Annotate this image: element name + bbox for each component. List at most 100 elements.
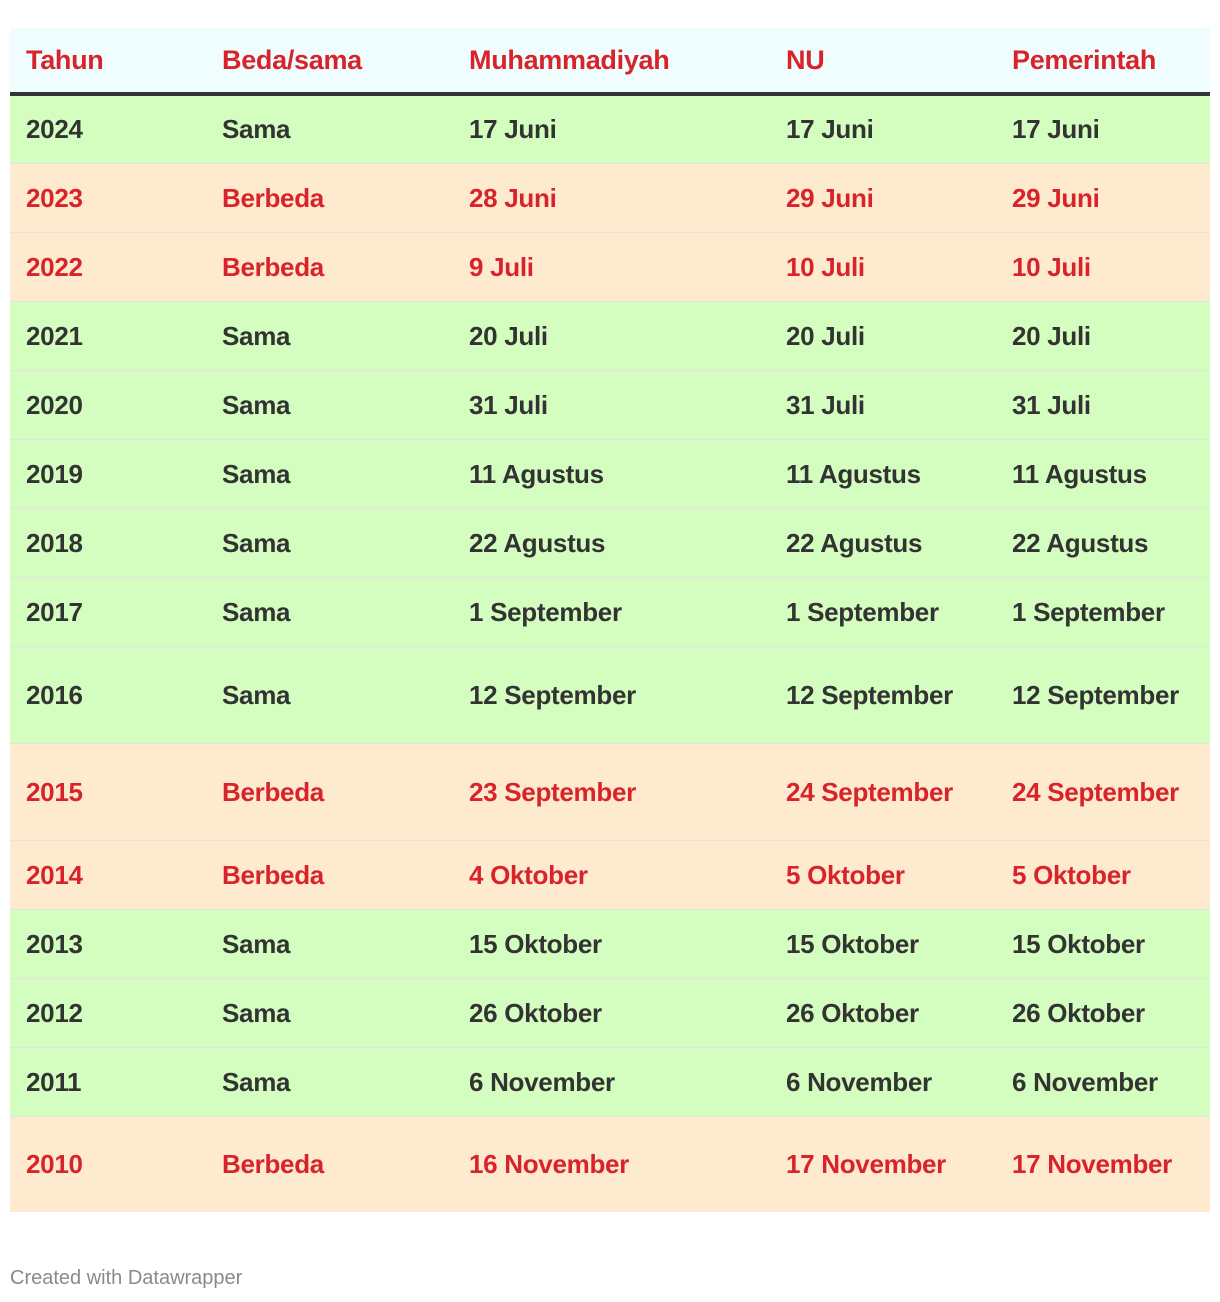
cell-tahun: 2023 xyxy=(10,163,206,233)
cell-nu: 17 November xyxy=(786,1149,946,1180)
header-row: Tahun Beda/sama Muhammadiyah NU Pemerint… xyxy=(10,28,1210,96)
cell-tahun: 2020 xyxy=(10,370,206,440)
data-table-container: Tahun Beda/sama Muhammadiyah NU Pemerint… xyxy=(10,28,1210,1212)
table-row: 2012 Sama 26 Oktober 26 Oktober 26 Oktober xyxy=(10,978,1210,1048)
table-row: 2014 Berbeda 4 Oktober 5 Oktober 5 Oktober xyxy=(10,840,1210,910)
cell-tahun: 2011 xyxy=(10,1047,206,1117)
cell-tahun: 2017 xyxy=(10,577,206,647)
cell-muhammadiyah: 31 Juli xyxy=(453,370,770,440)
table-row: 2022 Berbeda 9 Juli 10 Juli 10 Juli xyxy=(10,232,1210,302)
cell-muhammadiyah: 11 Agustus xyxy=(453,439,770,509)
cell-beda-sama: Sama xyxy=(206,370,453,440)
table-row: 2019 Sama 11 Agustus 11 Agustus 11 Agustus xyxy=(10,439,1210,509)
footer-credit: Created with Datawrapper xyxy=(10,1267,243,1289)
cell-tahun: 2012 xyxy=(10,978,206,1048)
table-row: 2013 Sama 15 Oktober 15 Oktober 15 Oktober xyxy=(10,909,1210,979)
cell-pemerintah: 1 September xyxy=(996,577,1210,647)
cell-pemerintah: 20 Juli xyxy=(996,301,1210,371)
cell-tahun: 2019 xyxy=(10,439,206,509)
cell-muhammadiyah: 17 Juni xyxy=(453,94,770,164)
cell-muhammadiyah: 1 September xyxy=(453,577,770,647)
cell-tahun: 2024 xyxy=(10,94,206,164)
cell-muhammadiyah: 23 September xyxy=(453,743,770,841)
cell-beda-sama: Sama xyxy=(206,94,453,164)
cell-pemerintah: 31 Juli xyxy=(996,370,1210,440)
cell-muhammadiyah: 4 Oktober xyxy=(453,840,770,910)
column-header-muhammadiyah[interactable]: Muhammadiyah xyxy=(453,28,770,96)
cell-tahun: 2013 xyxy=(10,909,206,979)
cell-nu: 6 November xyxy=(770,1047,996,1117)
cell-nu: 10 Juli xyxy=(770,232,996,302)
cell-tahun: 2022 xyxy=(10,232,206,302)
table-body: 2024 Sama 17 Juni 17 Juni 17 Juni 2023 Berbeda… xyxy=(10,94,1210,1212)
cell-muhammadiyah: 20 Juli xyxy=(453,301,770,371)
cell-pemerintah: 17 November xyxy=(1012,1149,1172,1180)
cell-muhammadiyah: 9 Juli xyxy=(453,232,770,302)
cell-pemerintah: 10 Juli xyxy=(996,232,1210,302)
cell-beda-sama: Berbeda xyxy=(206,840,453,910)
cell-beda-sama: Sama xyxy=(206,301,453,371)
cell-tahun: 2018 xyxy=(10,508,206,578)
table-row: 2020 Sama 31 Juli 31 Juli 31 Juli xyxy=(10,370,1210,440)
column-header-nu[interactable]: NU xyxy=(770,28,996,96)
cell-nu: 15 Oktober xyxy=(770,909,996,979)
cell-pemerintah: 22 Agustus xyxy=(996,508,1210,578)
cell-muhammadiyah: 16 November xyxy=(469,1149,629,1180)
cell-tahun: 2016 xyxy=(10,646,206,744)
cell-muhammadiyah: 28 Juni xyxy=(453,163,770,233)
cell-nu: 20 Juli xyxy=(770,301,996,371)
table-row: 2023 Berbeda 28 Juni 29 Juni 29 Juni xyxy=(10,163,1210,233)
cell-pemerintah: 12 September xyxy=(996,646,1210,744)
table-row: 2024 Sama 17 Juni 17 Juni 17 Juni xyxy=(10,94,1210,164)
cell-beda-sama: Sama xyxy=(206,646,453,744)
cell-beda-sama: Sama xyxy=(206,909,453,979)
cell-muhammadiyah: 22 Agustus xyxy=(453,508,770,578)
cell-pemerintah: 24 September xyxy=(996,743,1210,841)
cell-nu: 5 Oktober xyxy=(770,840,996,910)
column-header-tahun[interactable]: Tahun xyxy=(10,28,206,96)
table-row: 2018 Sama 22 Agustus 22 Agustus 22 Agustus xyxy=(10,508,1210,578)
cell-tahun: 2015 xyxy=(10,743,206,841)
cell-pemerintah: 5 Oktober xyxy=(996,840,1210,910)
cell-beda-sama: Berbeda xyxy=(222,1149,324,1180)
cell-beda-sama: Sama xyxy=(206,1047,453,1117)
cell-nu: 24 September xyxy=(770,743,996,841)
cell-tahun: 2014 xyxy=(10,840,206,910)
cell-nu: 31 Juli xyxy=(770,370,996,440)
cell-muhammadiyah: 6 November xyxy=(453,1047,770,1117)
table-row: 2011 Sama 6 November 6 November 6 November xyxy=(10,1047,1210,1117)
cell-nu: 12 September xyxy=(770,646,996,744)
cell-beda-sama: Berbeda xyxy=(206,232,453,302)
cell-nu: 26 Oktober xyxy=(770,978,996,1048)
column-header-beda-sama[interactable]: Beda/sama xyxy=(206,28,453,96)
table-row: 2015 Berbeda 23 September 24 September 24 Se… xyxy=(10,743,1210,841)
cell-nu: 11 Agustus xyxy=(770,439,996,509)
cell-beda-sama: Berbeda xyxy=(206,163,453,233)
cell-pemerintah: 17 Juni xyxy=(996,94,1210,164)
table-row: 2017 Sama 1 September 1 September 1 Septembe… xyxy=(10,577,1210,647)
cell-beda-sama: Berbeda xyxy=(206,743,453,841)
data-table: Tahun Beda/sama Muhammadiyah NU Pemerint… xyxy=(10,28,1210,1212)
cell-nu: 29 Juni xyxy=(770,163,996,233)
table-row: 2016 Sama 12 September 12 September 12 Septe… xyxy=(10,646,1210,744)
table-row: 2010 Berbeda 16 November 17 November 17 Nove… xyxy=(10,1116,1210,1212)
cell-pemerintah: 11 Agustus xyxy=(996,439,1210,509)
cell-muhammadiyah: 26 Oktober xyxy=(453,978,770,1048)
cell-pemerintah: 29 Juni xyxy=(996,163,1210,233)
cell-beda-sama: Sama xyxy=(206,978,453,1048)
cell-nu: 17 Juni xyxy=(770,94,996,164)
table-header: Tahun Beda/sama Muhammadiyah NU Pemerint… xyxy=(10,28,1210,96)
cell-pemerintah: 6 November xyxy=(996,1047,1210,1117)
cell-nu: 22 Agustus xyxy=(770,508,996,578)
cell-nu: 1 September xyxy=(770,577,996,647)
cell-pemerintah: 26 Oktober xyxy=(996,978,1210,1048)
cell-beda-sama: Sama xyxy=(206,577,453,647)
cell-muhammadiyah: 12 September xyxy=(453,646,770,744)
cell-beda-sama: Sama xyxy=(206,508,453,578)
cell-tahun: 2021 xyxy=(10,301,206,371)
cell-pemerintah: 15 Oktober xyxy=(996,909,1210,979)
column-header-pemerintah[interactable]: Pemerintah xyxy=(996,28,1210,96)
cell-beda-sama: Sama xyxy=(206,439,453,509)
cell-tahun: 2010 xyxy=(26,1149,83,1180)
cell-muhammadiyah: 15 Oktober xyxy=(453,909,770,979)
